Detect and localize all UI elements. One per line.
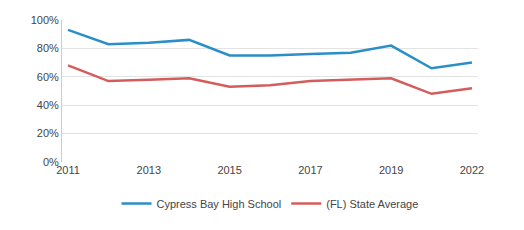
svg-text:60%: 60%: [37, 71, 59, 83]
svg-text:2015: 2015: [217, 164, 241, 176]
svg-text:2017: 2017: [298, 164, 322, 176]
svg-text:2019: 2019: [379, 164, 403, 176]
svg-text:Cypress Bay High School: Cypress Bay High School: [157, 198, 282, 210]
svg-text:(FL) State Average: (FL) State Average: [326, 198, 418, 210]
svg-text:20%: 20%: [37, 127, 59, 139]
svg-text:2013: 2013: [137, 164, 161, 176]
svg-text:100%: 100%: [31, 14, 59, 26]
svg-text:2011: 2011: [56, 164, 80, 176]
svg-text:0%: 0%: [43, 156, 59, 168]
svg-text:40%: 40%: [37, 99, 59, 111]
svg-text:2022: 2022: [460, 164, 484, 176]
svg-text:80%: 80%: [37, 42, 59, 54]
